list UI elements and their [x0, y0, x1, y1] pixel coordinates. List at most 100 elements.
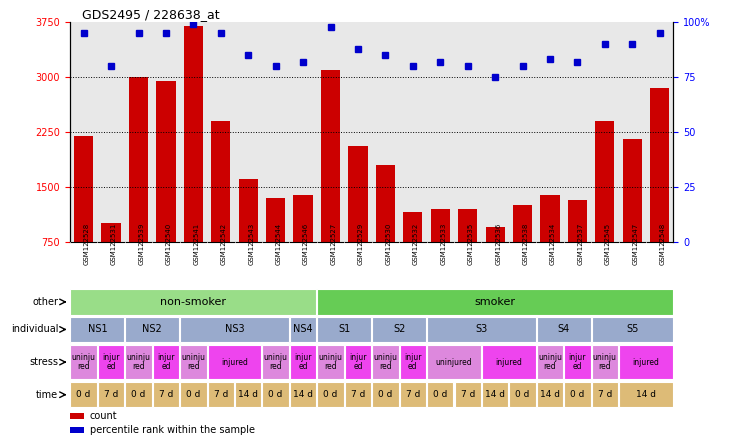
Bar: [537, 317, 590, 342]
Bar: [427, 382, 453, 408]
Text: 7 d: 7 d: [351, 390, 365, 399]
Text: uninju
red: uninju red: [263, 353, 288, 372]
Bar: [623, 139, 642, 297]
Bar: [372, 317, 426, 342]
Bar: [317, 382, 344, 408]
Text: GSM122545: GSM122545: [605, 223, 611, 265]
Bar: [317, 345, 344, 380]
Bar: [294, 195, 313, 297]
Bar: [98, 345, 124, 380]
Bar: [70, 413, 85, 419]
Text: 0 d: 0 d: [77, 390, 91, 399]
Bar: [125, 345, 152, 380]
Text: S5: S5: [626, 325, 638, 334]
Text: 7 d: 7 d: [598, 390, 612, 399]
Text: S1: S1: [338, 325, 350, 334]
Bar: [372, 382, 399, 408]
Bar: [400, 382, 426, 408]
Bar: [592, 382, 618, 408]
Bar: [540, 195, 559, 297]
Text: injur
ed: injur ed: [102, 353, 120, 372]
Text: smoker: smoker: [475, 297, 516, 307]
Bar: [184, 26, 203, 297]
Bar: [71, 317, 124, 342]
Text: GSM122529: GSM122529: [358, 223, 364, 265]
Bar: [482, 345, 536, 380]
Bar: [208, 382, 234, 408]
Bar: [290, 382, 316, 408]
Bar: [153, 382, 179, 408]
Text: GSM122541: GSM122541: [194, 223, 199, 265]
Bar: [266, 198, 286, 297]
Bar: [348, 147, 367, 297]
Text: 7 d: 7 d: [159, 390, 173, 399]
Text: time: time: [36, 390, 58, 400]
Bar: [592, 345, 618, 380]
Bar: [180, 345, 207, 380]
Text: 0 d: 0 d: [269, 390, 283, 399]
Text: uninju
red: uninju red: [538, 353, 562, 372]
Text: NS3: NS3: [224, 325, 244, 334]
Text: GSM122543: GSM122543: [248, 223, 254, 265]
Text: injured: injured: [221, 357, 248, 367]
Text: NS1: NS1: [88, 325, 107, 334]
Text: GSM122530: GSM122530: [386, 223, 392, 265]
Text: injur
ed: injur ed: [569, 353, 586, 372]
Text: uninju
red: uninju red: [181, 353, 205, 372]
Text: injured: injured: [495, 357, 523, 367]
Bar: [619, 345, 673, 380]
Text: uninju
red: uninju red: [373, 353, 397, 372]
Bar: [482, 382, 509, 408]
Text: GSM122546: GSM122546: [303, 223, 309, 265]
Bar: [650, 88, 669, 297]
Bar: [211, 121, 230, 297]
Bar: [208, 345, 261, 380]
Bar: [290, 317, 316, 342]
Bar: [321, 70, 340, 297]
Text: 0 d: 0 d: [378, 390, 392, 399]
Text: GSM122536: GSM122536: [495, 223, 501, 265]
Bar: [568, 200, 587, 297]
Text: individual: individual: [11, 325, 58, 334]
Text: 14 d: 14 d: [636, 390, 656, 399]
Bar: [156, 81, 175, 297]
Text: uninju
red: uninju red: [127, 353, 150, 372]
Text: GSM122532: GSM122532: [413, 223, 419, 265]
Text: GSM122540: GSM122540: [166, 223, 172, 265]
Text: stress: stress: [29, 357, 58, 367]
Bar: [153, 345, 179, 380]
Bar: [125, 382, 152, 408]
Bar: [317, 289, 673, 315]
Bar: [513, 205, 532, 297]
Text: NS4: NS4: [293, 325, 313, 334]
Bar: [458, 209, 478, 297]
Bar: [376, 165, 395, 297]
Text: GSM122544: GSM122544: [276, 223, 282, 265]
Bar: [263, 345, 289, 380]
Text: uninju
red: uninju red: [319, 353, 342, 372]
Text: 7 d: 7 d: [104, 390, 118, 399]
Bar: [235, 382, 261, 408]
Text: 7 d: 7 d: [461, 390, 475, 399]
Bar: [290, 345, 316, 380]
Text: 0 d: 0 d: [515, 390, 530, 399]
Bar: [344, 345, 371, 380]
Bar: [455, 382, 481, 408]
Bar: [71, 289, 316, 315]
Bar: [595, 121, 615, 297]
Text: uninju
red: uninju red: [593, 353, 617, 372]
Bar: [263, 382, 289, 408]
Text: other: other: [32, 297, 58, 307]
Text: 14 d: 14 d: [485, 390, 505, 399]
Bar: [619, 382, 673, 408]
Text: 0 d: 0 d: [323, 390, 338, 399]
Bar: [403, 212, 422, 297]
Bar: [71, 345, 97, 380]
Text: 7 d: 7 d: [213, 390, 228, 399]
Text: injur
ed: injur ed: [349, 353, 367, 372]
Bar: [565, 382, 590, 408]
Text: GDS2495 / 228638_at: GDS2495 / 228638_at: [82, 8, 219, 21]
Bar: [537, 382, 563, 408]
Bar: [74, 135, 93, 297]
Bar: [129, 77, 148, 297]
